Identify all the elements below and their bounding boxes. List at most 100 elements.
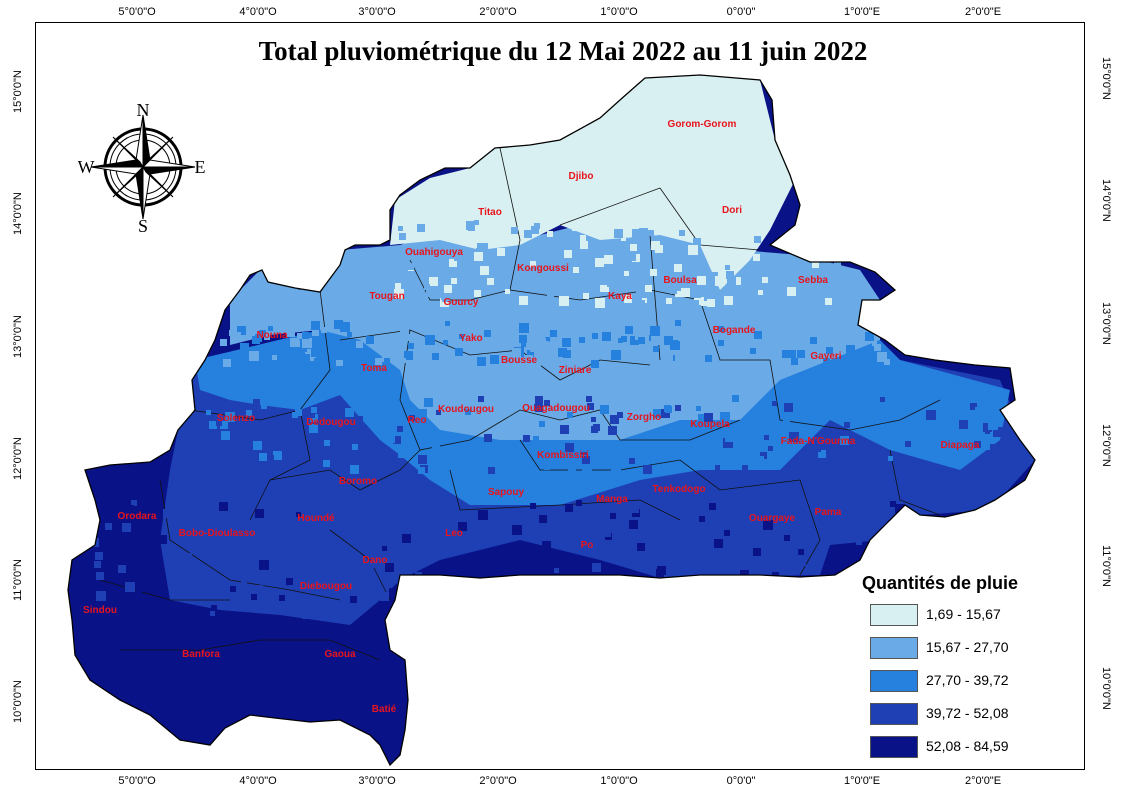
raster-cell <box>562 338 571 347</box>
raster-cell <box>976 459 981 464</box>
raster-cell <box>211 605 217 611</box>
raster-cell <box>768 446 773 451</box>
raster-cell <box>334 320 343 329</box>
raster-cell <box>611 463 621 473</box>
raster-cell <box>784 359 793 368</box>
station-label: Dori <box>722 205 742 216</box>
raster-cell <box>856 539 862 545</box>
station-label: Ouahigouya <box>405 247 463 258</box>
raster-cell <box>678 332 687 341</box>
raster-cell <box>480 243 488 251</box>
longitude-label: 4°0'0"O <box>239 775 277 787</box>
raster-cell <box>984 434 991 441</box>
raster-cell <box>458 522 467 531</box>
raster-cell <box>787 465 792 470</box>
raster-cell <box>587 285 594 292</box>
raster-cell <box>698 414 705 421</box>
raster-cell <box>268 421 274 427</box>
raster-cell <box>797 350 805 358</box>
raster-cell <box>629 458 635 464</box>
raster-cell <box>404 293 414 303</box>
raster-cell <box>259 560 269 570</box>
raster-cell <box>749 266 755 272</box>
station-label: Reo <box>408 415 427 426</box>
raster-cell <box>841 506 849 514</box>
raster-cell <box>502 518 511 527</box>
raster-cell <box>645 545 651 551</box>
station-label: Kombissiri <box>537 450 589 461</box>
station-label: Banfora <box>182 649 220 660</box>
raster-cell <box>702 541 710 549</box>
compass-w: W <box>78 157 95 177</box>
raster-cell <box>349 459 357 467</box>
raster-cell <box>884 359 890 365</box>
raster-cell <box>321 327 327 333</box>
raster-cell <box>560 425 569 434</box>
station-label: Diebougou <box>300 581 352 592</box>
raster-cell <box>763 520 773 530</box>
raster-cell <box>553 342 559 348</box>
raster-cell <box>480 461 489 470</box>
raster-cell <box>800 234 808 242</box>
raster-cell <box>445 321 450 326</box>
raster-cell <box>739 589 746 596</box>
raster-cell <box>478 564 484 570</box>
raster-cell <box>213 504 220 511</box>
raster-cell <box>544 400 550 406</box>
raster-cell <box>241 578 247 584</box>
raster-cell <box>223 359 231 367</box>
raster-cell <box>503 529 508 534</box>
raster-cell <box>526 355 533 362</box>
legend-item: 1,69 - 15,67 <box>862 604 1072 637</box>
station-label: Batié <box>372 704 397 715</box>
raster-cell <box>791 358 798 365</box>
raster-cell <box>729 225 739 235</box>
raster-cell <box>530 342 540 352</box>
raster-cell <box>706 535 711 540</box>
raster-cell <box>802 579 811 588</box>
raster-cell <box>608 283 615 290</box>
raster-cell <box>757 593 762 598</box>
raster-cell <box>639 228 648 237</box>
raster-cell <box>276 326 282 332</box>
raster-cell <box>653 409 662 418</box>
raster-cell <box>604 255 613 264</box>
raster-cell <box>400 329 409 338</box>
raster-cell <box>693 300 699 306</box>
raster-cell <box>204 438 213 447</box>
raster-cell <box>237 326 246 335</box>
raster-cell <box>417 224 425 232</box>
raster-cell <box>828 245 835 252</box>
raster-cell <box>724 296 733 305</box>
raster-cell <box>715 465 720 470</box>
raster-cell <box>600 285 607 292</box>
raster-cell <box>826 347 833 354</box>
raster-cell <box>754 236 761 243</box>
legend-swatch <box>870 670 918 692</box>
raster-cell <box>302 338 312 348</box>
raster-cell <box>261 403 267 409</box>
station-label: Tenkodogo <box>652 484 705 495</box>
raster-cell <box>563 350 571 358</box>
raster-cell <box>959 420 968 429</box>
raster-cell <box>373 503 383 513</box>
raster-cell <box>789 432 799 442</box>
raster-cell <box>336 359 343 366</box>
longitude-label: 1°0'0"O <box>600 775 638 787</box>
raster-cell <box>593 424 600 431</box>
raster-cell <box>361 465 369 473</box>
raster-cell <box>850 234 859 243</box>
raster-cell <box>523 435 530 442</box>
raster-cell <box>443 340 448 345</box>
raster-cell <box>436 410 441 415</box>
raster-cell <box>665 320 670 325</box>
raster-cell <box>273 451 282 460</box>
raster-cell <box>401 358 406 363</box>
raster-cell <box>664 405 671 412</box>
raster-cell <box>699 516 705 522</box>
raster-cell <box>784 403 793 412</box>
station-label: Koudougou <box>438 404 494 415</box>
raster-cell <box>798 558 806 566</box>
raster-cell <box>709 273 715 279</box>
raster-cell <box>239 594 244 599</box>
